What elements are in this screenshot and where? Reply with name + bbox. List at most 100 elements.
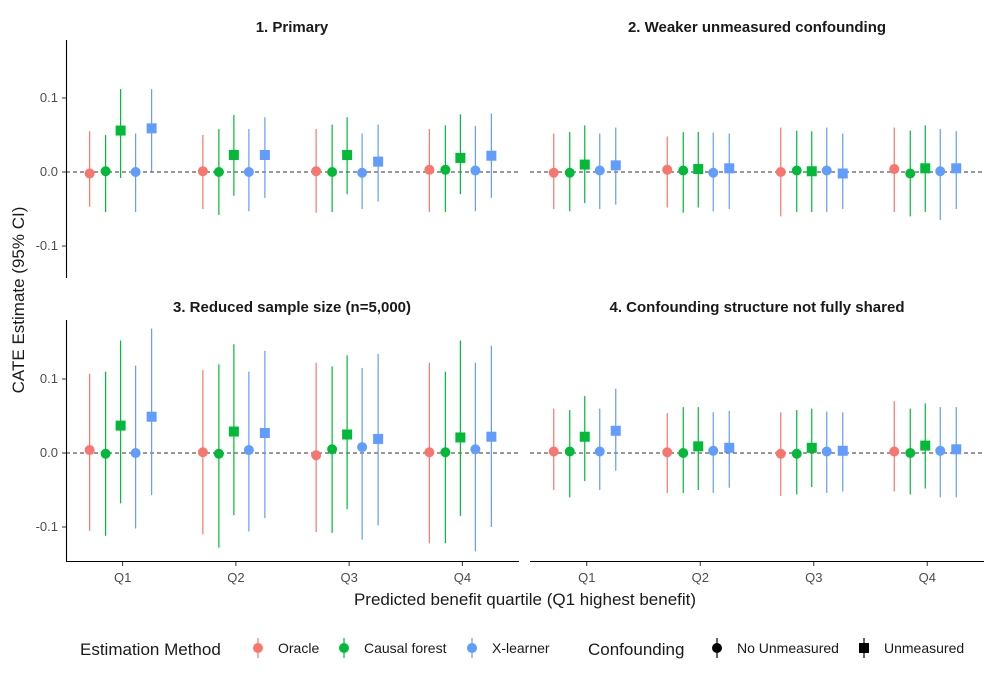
p4-q3-oracle-no-unmeasured-point [775,448,786,459]
p1-q3-causal-forest-no-unmeasured-point [327,167,338,177]
p3-q3-oracle-no-unmeasured-point [311,450,322,461]
legend-unmeasured-label: Unmeasured [884,640,964,656]
p3-q4-causal-forest-unmeasured-point [455,432,466,443]
p2-q3-causal-forest-unmeasured-point [806,166,817,177]
p1-q2-oracle-no-unmeasured-point [197,166,208,177]
x-tick-label-q1: Q1 [578,570,595,585]
x-tick-label-q2: Q2 [227,570,244,585]
p2-q4-x-learner-unmeasured-point [951,163,962,174]
y-tick-label: -0.1 [36,238,58,253]
p1-q2-x-learner-unmeasured-point [259,149,270,160]
x-tick-label-q4: Q4 [454,570,471,585]
p3-q4-x-learner-no-unmeasured-point [470,444,481,455]
p2-q1-x-learner-no-unmeasured-point [594,165,605,176]
legend: Estimation Method Oracle Causal forest X… [80,638,964,659]
p3-q3-x-learner-no-unmeasured-point [357,442,368,453]
p2-q3-causal-forest-no-unmeasured-point [791,165,802,176]
p1-q4-causal-forest-unmeasured-point [455,152,466,163]
legend-unmeasured-key [859,643,869,653]
p4-q4-oracle-no-unmeasured-point [889,446,900,457]
x-tick-label-q4: Q4 [919,570,936,585]
legend-no-unmeasured-label: No Unmeasured [737,640,839,656]
p1-q2-causal-forest-unmeasured-point [228,149,239,160]
p1-q3-x-learner-unmeasured-point [373,156,384,167]
p2-q3-oracle-no-unmeasured-point [775,167,786,177]
p1-q1-causal-forest-no-unmeasured-point [100,166,111,177]
p2-q2-causal-forest-unmeasured-point [693,164,704,175]
p4-q4-causal-forest-unmeasured-point [920,440,931,451]
p1-q1-x-learner-no-unmeasured-point [130,167,141,177]
p4-q2-x-learner-no-unmeasured-point [708,445,719,456]
p2-q1-causal-forest-unmeasured-point [579,159,590,170]
legend-x-learner-key [467,643,477,653]
p2-q2-causal-forest-no-unmeasured-point [678,165,689,176]
y-tick-label: 0.1 [40,90,58,105]
p4-q3-causal-forest-unmeasured-point [806,442,817,453]
p2-q1-oracle-no-unmeasured-point [548,167,559,178]
p1-q1-causal-forest-unmeasured-point [115,125,126,136]
x-tick-label-q3: Q3 [805,570,822,585]
legend-oracle-label: Oracle [278,640,319,656]
p1-q4-x-learner-no-unmeasured-point [470,165,481,176]
p1-q2-x-learner-no-unmeasured-point [243,167,254,177]
p1-q4-x-learner-unmeasured-point [486,150,497,161]
panel-title-4: 4. Confounding structure not fully share… [609,299,904,316]
p3-q1-causal-forest-no-unmeasured-point [100,448,111,459]
p1-q4-causal-forest-no-unmeasured-point [440,164,451,175]
p4-q3-x-learner-unmeasured-point [837,445,848,456]
p3-q2-causal-forest-no-unmeasured-point [213,448,224,459]
p3-q4-oracle-no-unmeasured-point [424,447,435,458]
p1-q3-x-learner-no-unmeasured-point [357,167,368,178]
p3-q1-causal-forest-unmeasured-point [115,420,126,431]
p4-q4-causal-forest-no-unmeasured-point [905,448,916,458]
x-tick-label-q1: Q1 [114,570,131,585]
y-tick-label: 0.1 [40,371,58,386]
p4-q2-causal-forest-no-unmeasured-point [678,448,689,458]
y-tick-label: 0.0 [40,445,58,460]
p3-q4-x-learner-unmeasured-point [486,431,497,442]
p3-q1-oracle-no-unmeasured-point [84,445,95,456]
p4-q3-x-learner-no-unmeasured-point [821,446,832,457]
p3-q3-causal-forest-no-unmeasured-point [327,444,338,455]
p4-q2-oracle-no-unmeasured-point [662,447,673,458]
p2-q2-x-learner-unmeasured-point [724,163,735,174]
y-axis-title: CATE Estimate (95% CI) [9,207,28,394]
p4-q1-causal-forest-unmeasured-point [579,431,590,442]
p1-q1-x-learner-unmeasured-point [146,123,157,134]
p3-q1-x-learner-no-unmeasured-point [130,448,141,458]
panel-reduced-sample [66,328,519,552]
p2-q3-x-learner-unmeasured-point [837,168,848,179]
p3-q2-x-learner-unmeasured-point [259,428,270,439]
panel-weaker-confounding [530,125,984,221]
p3-q3-causal-forest-unmeasured-point [342,429,353,440]
p1-q4-oracle-no-unmeasured-point [424,164,435,175]
p1-q2-causal-forest-no-unmeasured-point [213,167,224,177]
y-tick-label: -0.1 [36,519,58,534]
legend-oracle-key [253,643,263,653]
legend-confounding-title: Confounding [588,640,684,659]
p3-q3-x-learner-unmeasured-point [373,433,384,444]
legend-causal-forest-key [339,643,349,653]
p4-q4-x-learner-no-unmeasured-point [935,445,946,456]
p2-q3-x-learner-no-unmeasured-point [821,165,832,176]
p2-q4-causal-forest-unmeasured-point [920,163,931,174]
p2-q4-causal-forest-no-unmeasured-point [905,168,916,179]
p4-q2-causal-forest-unmeasured-point [693,441,704,452]
legend-method-title: Estimation Method [80,640,221,659]
p3-q2-x-learner-no-unmeasured-point [243,445,254,456]
x-tick-label-q2: Q2 [692,570,709,585]
p4-q1-x-learner-unmeasured-point [610,425,621,436]
p2-q4-oracle-no-unmeasured-point [889,164,900,175]
p4-q2-x-learner-unmeasured-point [724,442,735,453]
legend-no-unmeasured-key [712,643,722,653]
panel-primary [66,89,519,215]
p2-q1-x-learner-unmeasured-point [610,160,621,171]
p4-q4-x-learner-unmeasured-point [951,444,962,455]
p3-q2-causal-forest-unmeasured-point [228,426,239,437]
p1-q3-oracle-no-unmeasured-point [311,166,322,177]
x-tick-label-q3: Q3 [340,570,357,585]
p2-q2-x-learner-no-unmeasured-point [708,167,719,178]
p2-q2-oracle-no-unmeasured-point [662,164,673,175]
p3-q4-causal-forest-no-unmeasured-point [440,447,451,458]
